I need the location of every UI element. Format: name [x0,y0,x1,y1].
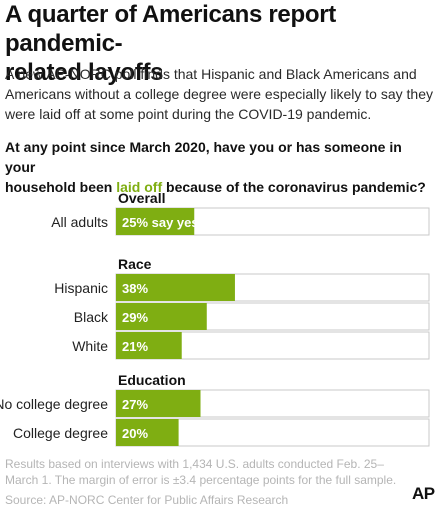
data-label: 38% [122,281,148,296]
data-label: 21% [122,339,148,354]
subtitle-line-1: A new AP-NORC poll finds that Hispanic a… [5,66,417,82]
chart-title: A quarter of Americans report pandemic- … [5,0,437,87]
data-label: 29% [122,310,148,325]
subtitle-line-2: Americans without a college degree were … [5,86,433,102]
methodology-note: Results based on interviews with 1,434 U… [5,456,405,488]
bar [116,390,201,417]
question-highlight: laid off [116,179,163,195]
category-label: No college degree [0,396,108,412]
data-label: 27% [122,397,148,412]
bar [116,303,207,330]
chart-subtitle: A new AP-NORC poll finds that Hispanic a… [5,64,435,124]
data-label: 25% say yes [122,215,199,230]
title-line-1: A quarter of Americans report pandemic- [5,1,336,57]
title-line-2: related layoffs [5,59,164,86]
category-label: College degree [13,425,108,441]
group-heading: Race [118,256,152,272]
note-line-1: Results based on interviews with 1,434 U… [5,457,384,471]
category-label: Hispanic [54,280,108,296]
group-heading: Overall [118,190,165,206]
subtitle-line-3: were laid off at some point during the C… [5,106,372,122]
survey-question: At any point since March 2020, have you … [5,137,435,197]
question-text-post: because of the coronavirus pandemic? [162,179,426,195]
ap-logo: AP [412,484,435,503]
bar-chart: Overall All adults 25% say yes Race Hispanic… [0,190,430,447]
source-note: Source: AP-NORC Center for Public Affair… [5,493,289,507]
question-line-2: household been laid off because of the c… [5,177,435,197]
bar [116,208,195,235]
question-line-1: At any point since March 2020, have you … [5,139,402,175]
group-heading: Education [118,372,186,388]
category-label: All adults [51,214,108,230]
data-label: 20% [122,426,148,441]
bar [116,274,235,301]
question-text-pre: household been [5,179,117,195]
note-line-2: March 1. The margin of error is ±3.4 per… [5,473,397,487]
bar [116,332,182,359]
category-label: White [72,338,108,354]
category-label: Black [74,309,109,325]
bar [116,419,179,446]
